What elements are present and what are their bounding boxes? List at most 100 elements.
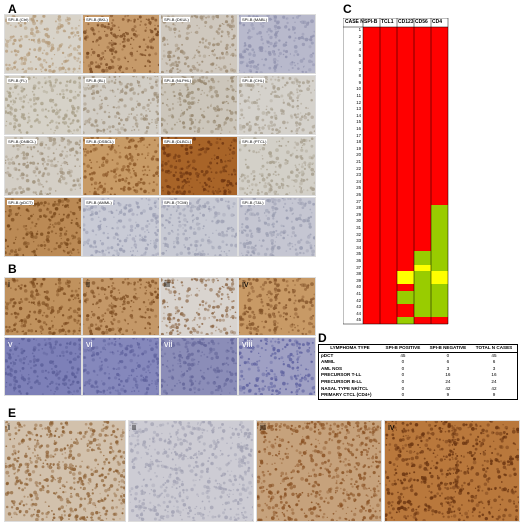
micrograph-tile: SPI-B (PTCL) xyxy=(238,136,316,196)
heatmap-cell xyxy=(380,205,397,212)
heatmap-cell xyxy=(380,66,397,74)
heatmap-cell xyxy=(363,185,380,193)
micrograph-label: iii xyxy=(164,279,170,289)
heatmap-cell xyxy=(397,198,414,206)
heatmap-cell xyxy=(363,139,380,146)
heatmap-case-number: 16 xyxy=(356,126,361,131)
heatmap-cell xyxy=(397,317,414,325)
heatmap-case-number: 2 xyxy=(358,33,361,39)
heatmap-cell xyxy=(363,258,380,265)
heatmap-case-number: 7 xyxy=(358,66,361,72)
heatmap-cell xyxy=(380,185,397,193)
heatmap-cell xyxy=(397,119,414,127)
heatmap-case-number: 39 xyxy=(356,277,361,283)
heatmap-cell xyxy=(363,211,380,219)
heatmap-cell xyxy=(380,271,397,278)
tissue-texture xyxy=(239,15,315,73)
heatmap-case-number: 3 xyxy=(358,40,361,46)
micrograph-tile: iv xyxy=(238,277,316,336)
heatmap-cell xyxy=(380,99,397,107)
heatmap-cell xyxy=(397,284,414,292)
heatmap-case-number: 42 xyxy=(356,297,361,303)
heatmap-cell xyxy=(380,225,397,232)
heatmap-cell xyxy=(380,86,397,94)
heatmap-cell xyxy=(397,60,414,67)
heatmap-cell xyxy=(363,145,380,153)
micrograph-label: SPI-B (AMML) xyxy=(85,200,113,205)
heatmap-cell xyxy=(431,277,448,285)
heatmap-cell xyxy=(380,244,397,252)
heatmap-cell xyxy=(363,251,380,259)
heatmap-cell xyxy=(414,244,431,252)
heatmap-cell xyxy=(414,66,431,74)
heatmap-cell xyxy=(414,159,431,166)
tissue-texture xyxy=(83,278,159,335)
heatmap-case-number: 30 xyxy=(356,218,361,224)
count-cell: 3 xyxy=(492,365,496,371)
micrograph-tile: SPI-B (AMML) xyxy=(82,197,160,257)
heatmap-cell xyxy=(363,86,380,94)
tissue-texture xyxy=(83,137,159,195)
heatmap-cell xyxy=(414,198,431,206)
lymphoma-type-cell: PRECURSOR T-LL xyxy=(321,372,362,378)
lymphoma-type-cell: PRIMARY CTCL (CD4+) xyxy=(321,392,372,398)
heatmap-cell xyxy=(414,53,431,61)
heatmap-cell xyxy=(431,178,448,186)
heatmap-cell xyxy=(431,225,448,232)
heatmap-cell xyxy=(414,178,431,186)
table-header-row: LYMPHOMA TYPE SPI-B POSITIVE SPI-B NEGAT… xyxy=(318,344,518,353)
tissue-texture xyxy=(161,15,237,73)
heatmap-cell xyxy=(414,139,431,146)
heatmap-cell xyxy=(397,126,414,133)
micrograph-tile: SPI-B (NLPHL) xyxy=(160,75,238,135)
column-header: SPI-B NEGATIVE xyxy=(424,344,471,353)
heatmap-case-number: 14 xyxy=(356,112,361,118)
heatmap-case-number: 10 xyxy=(356,86,361,92)
heatmap-cell xyxy=(363,60,380,67)
tissue-texture xyxy=(239,198,315,256)
heatmap-cell xyxy=(397,178,414,186)
heatmap-cell xyxy=(397,86,414,94)
heatmap-cell xyxy=(397,46,414,54)
heatmap-cell xyxy=(414,317,431,325)
heatmap-case-number: 11 xyxy=(356,93,361,98)
heatmap-case-number: 9 xyxy=(358,79,361,85)
heatmap-cell xyxy=(380,145,397,153)
heatmap-cell xyxy=(431,46,448,54)
micrograph-label: ii xyxy=(132,422,136,432)
heatmap-cell xyxy=(431,231,448,239)
column-header: SPI-B POSITIVE xyxy=(380,344,425,353)
heatmap-cell xyxy=(397,192,414,199)
heatmap-cell xyxy=(397,152,414,160)
heatmap-cell xyxy=(414,185,431,193)
heatmap-cell xyxy=(414,172,431,179)
heatmap-cell xyxy=(363,40,380,47)
heatmap-cell xyxy=(397,93,414,100)
heatmap-cell xyxy=(431,60,448,67)
micrograph-label: i xyxy=(8,422,10,432)
heatmap-case-number: 20 xyxy=(356,152,361,158)
heatmap-cell xyxy=(431,93,448,100)
micrograph-label: SPI-B (Ctrl) xyxy=(7,17,30,22)
heatmap-cell xyxy=(397,271,414,278)
micrograph-tile: SPI-B (MABL) xyxy=(238,14,316,74)
heatmap-cell xyxy=(414,271,431,278)
heatmap-cell xyxy=(431,99,448,107)
heatmap-column-header: TCL1 xyxy=(381,19,394,25)
heatmap-cell xyxy=(414,112,431,120)
heatmap-cell xyxy=(397,185,414,193)
heatmap-cell xyxy=(431,284,448,292)
heatmap-cell xyxy=(397,79,414,87)
heatmap-cell xyxy=(397,291,414,298)
heatmap-cell xyxy=(363,271,380,278)
heatmap-case-number: 41 xyxy=(356,291,361,296)
tissue-texture xyxy=(5,15,81,73)
heatmap-cell xyxy=(431,218,448,226)
heatmap-cell xyxy=(380,106,397,113)
micrograph-label: SPI-B (DKUL) xyxy=(163,17,190,22)
tissue-texture xyxy=(239,278,315,335)
heatmap-cell xyxy=(431,185,448,193)
heatmap-cell xyxy=(414,40,431,47)
heatmap-case-number: 38 xyxy=(356,271,361,277)
heatmap-cell xyxy=(431,251,448,259)
